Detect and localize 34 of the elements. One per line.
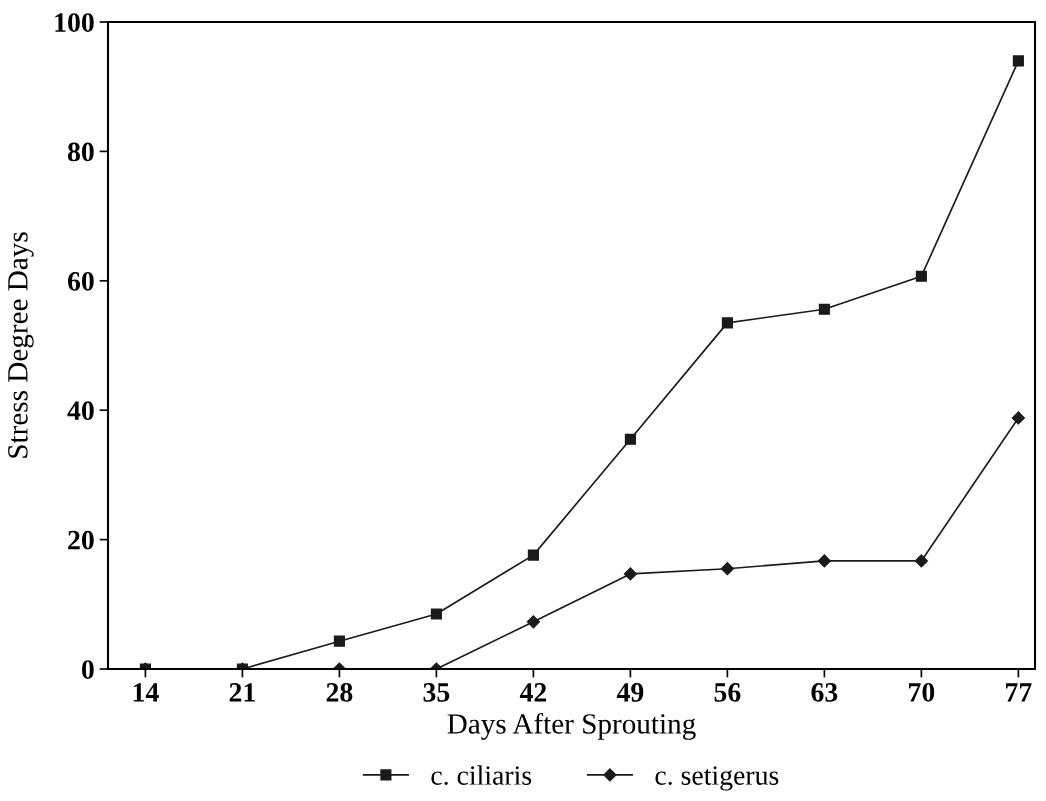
point <box>721 317 733 329</box>
x-axis-title: Days After Sprouting <box>447 712 696 740</box>
point <box>817 554 831 568</box>
point <box>526 615 540 629</box>
y-tick-label: 60 <box>67 271 94 291</box>
x-tick-label: 35 <box>423 683 450 702</box>
y-tick-label: 80 <box>67 142 94 162</box>
y-axis-title: Stress Degree Days <box>8 232 34 458</box>
y-tick-label: 100 <box>55 13 94 32</box>
y-tick-label: 20 <box>68 530 94 550</box>
point <box>1012 55 1024 67</box>
point <box>333 635 345 647</box>
point <box>720 562 734 576</box>
y-tick-label: 40 <box>67 401 94 421</box>
x-tick-label: 56 <box>714 683 741 702</box>
point <box>1011 411 1025 425</box>
x-tick-label: 28 <box>326 683 353 702</box>
x-tick-label: 63 <box>811 683 838 702</box>
legend-label: c. ciliaris <box>431 765 532 786</box>
x-tick-label: 70 <box>909 683 935 702</box>
x-tick-label: 49 <box>616 683 644 702</box>
point <box>915 270 927 282</box>
point <box>623 567 637 581</box>
x-tick-label: 77 <box>1006 683 1032 702</box>
y-tick-label: 0 <box>81 660 94 679</box>
x-tick-label: 21 <box>229 683 255 702</box>
point <box>527 549 539 561</box>
legend-label: c. setigerus <box>655 766 779 791</box>
point <box>914 554 928 568</box>
point <box>624 433 636 445</box>
x-tick-label: 42 <box>519 683 547 702</box>
point <box>818 303 830 315</box>
x-tick-label: 14 <box>133 683 159 702</box>
point <box>430 608 442 620</box>
